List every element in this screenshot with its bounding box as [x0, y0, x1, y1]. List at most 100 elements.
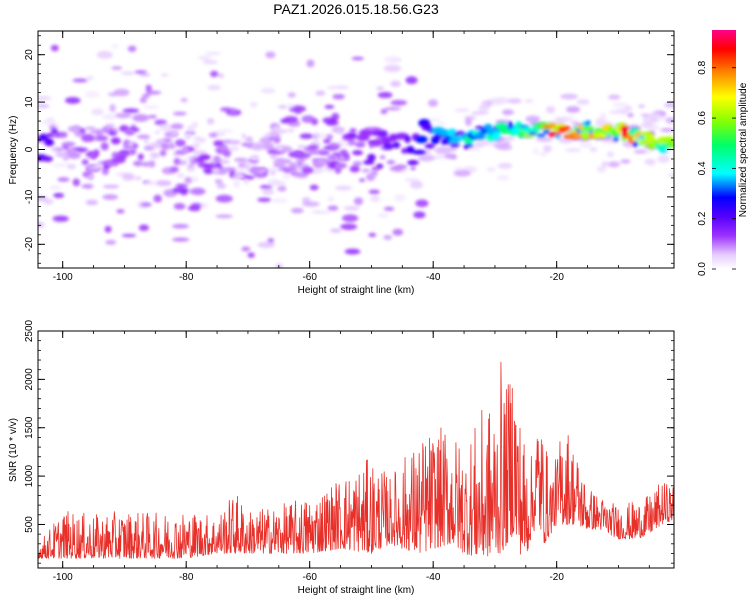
heatmap-cell: [134, 70, 148, 74]
heatmap-cell: [413, 211, 426, 219]
heatmap-cell: [102, 194, 119, 200]
heatmap-cell: [172, 111, 187, 116]
snr-ylabel: SNR (10 * v/v): [8, 418, 19, 482]
heatmap-cell: [474, 133, 486, 140]
spectrogram-y-tick-label: 0: [24, 146, 35, 152]
heatmap-cell: [52, 215, 69, 222]
heatmap-cell: [606, 151, 615, 158]
heatmap-cell: [323, 138, 331, 144]
heatmap-cell: [72, 78, 88, 83]
heatmap-cell: [95, 135, 109, 142]
heatmap-cell: [370, 170, 378, 177]
heatmap-cell: [66, 163, 77, 170]
heatmap-cell: [317, 158, 325, 165]
heatmap-cell: [301, 115, 315, 123]
heatmap-cell: [186, 125, 195, 134]
spectrogram-y-tick-label: 20: [24, 49, 35, 61]
heatmap-cell: [386, 160, 396, 165]
heatmap-cell: [376, 86, 385, 91]
heatmap-cell: [438, 129, 450, 136]
heatmap-cell: [154, 119, 168, 126]
heatmap-cell: [503, 136, 515, 141]
heatmap-cell: [79, 128, 86, 134]
heatmap-cell: [546, 105, 556, 114]
snr-x-tick-label: -100: [53, 572, 73, 583]
heatmap-cell: [301, 166, 314, 174]
heatmap-cell: [44, 138, 54, 146]
heatmap-cell: [57, 177, 70, 182]
heatmap-cell: [340, 223, 358, 230]
heatmap-cell: [376, 163, 384, 169]
heatmap-cell: [362, 160, 375, 165]
heatmap-cell: [407, 160, 420, 165]
colorbar-tick-label: 0.4: [697, 161, 708, 175]
heatmap-cell: [359, 128, 373, 137]
heatmap-cell: [307, 144, 319, 151]
heatmap-cell: [355, 141, 366, 148]
colorbar-tick-label: 0.8: [697, 60, 708, 74]
heatmap-cell: [532, 147, 539, 155]
heatmap-cell: [646, 112, 662, 118]
heatmap-cell: [343, 206, 360, 211]
heatmap-cell: [427, 99, 439, 107]
heatmap-cell: [132, 143, 139, 149]
heatmap-cell: [202, 60, 218, 65]
heatmap-cell: [343, 152, 350, 160]
heatmap-cell: [246, 162, 252, 167]
heatmap-cell: [318, 150, 330, 156]
heatmap-cell: [627, 112, 634, 118]
heatmap-cell: [659, 149, 668, 154]
heatmap-cell: [222, 149, 231, 158]
heatmap-cell: [464, 143, 474, 147]
heatmap-cell: [271, 131, 277, 136]
heatmap-cell: [271, 198, 288, 204]
snr-panel: -100 -80 -60 -40 -20 500 1000 1500 2000 2500 Heig…: [8, 319, 675, 596]
heatmap-cell: [205, 51, 222, 56]
heatmap-cell: [389, 165, 404, 172]
colorbar-gradient: [712, 30, 736, 269]
heatmap-cell: [277, 105, 288, 109]
heatmap-cell: [105, 239, 117, 245]
heatmap-cell: [643, 134, 655, 142]
heatmap-cell: [332, 93, 345, 100]
heatmap-cell: [287, 103, 294, 109]
snr-x-tick-label: -40: [426, 572, 441, 583]
heatmap-cell: [241, 246, 251, 252]
heatmap-cell: [62, 155, 69, 161]
heatmap-cell: [284, 166, 298, 172]
heatmap-cell: [405, 76, 418, 85]
heatmap-cell: [344, 248, 361, 255]
heatmap-cell: [139, 97, 147, 104]
heatmap-cell: [607, 94, 621, 100]
heatmap-cell: [415, 135, 428, 144]
spectrogram-y-tick-label: -20: [24, 237, 35, 252]
heatmap-cell: [306, 59, 315, 68]
snr-x-tick-label: -20: [549, 572, 564, 583]
heatmap-cell: [608, 110, 623, 114]
heatmap-cell: [86, 75, 94, 81]
heatmap-cell: [172, 187, 189, 194]
heatmap-cell: [428, 117, 441, 123]
snr-x-tick-label: -60: [302, 572, 317, 583]
heatmap-cell: [209, 70, 219, 78]
heatmap-cell: [367, 153, 376, 162]
heatmap-cell: [347, 139, 357, 146]
spectrogram-xlabel: Height of straight line (km): [298, 285, 415, 296]
heatmap-cell: [411, 149, 426, 155]
heatmap-cell: [326, 85, 338, 90]
heatmap-cell: [58, 131, 68, 138]
heatmap-cell: [241, 133, 246, 139]
heatmap-cell: [249, 101, 258, 108]
heatmap-cell: [542, 129, 550, 135]
heatmap-cell: [206, 118, 215, 125]
heatmap-cell: [640, 122, 653, 128]
heatmap-cell: [338, 128, 344, 135]
heatmap-cell: [640, 139, 648, 146]
heatmap-cell: [270, 154, 278, 159]
heatmap-cell: [85, 126, 96, 130]
heatmap-cell: [282, 173, 291, 180]
heatmap-cell: [229, 140, 241, 145]
heatmap-cell: [579, 142, 593, 148]
heatmap-cell: [155, 139, 165, 145]
